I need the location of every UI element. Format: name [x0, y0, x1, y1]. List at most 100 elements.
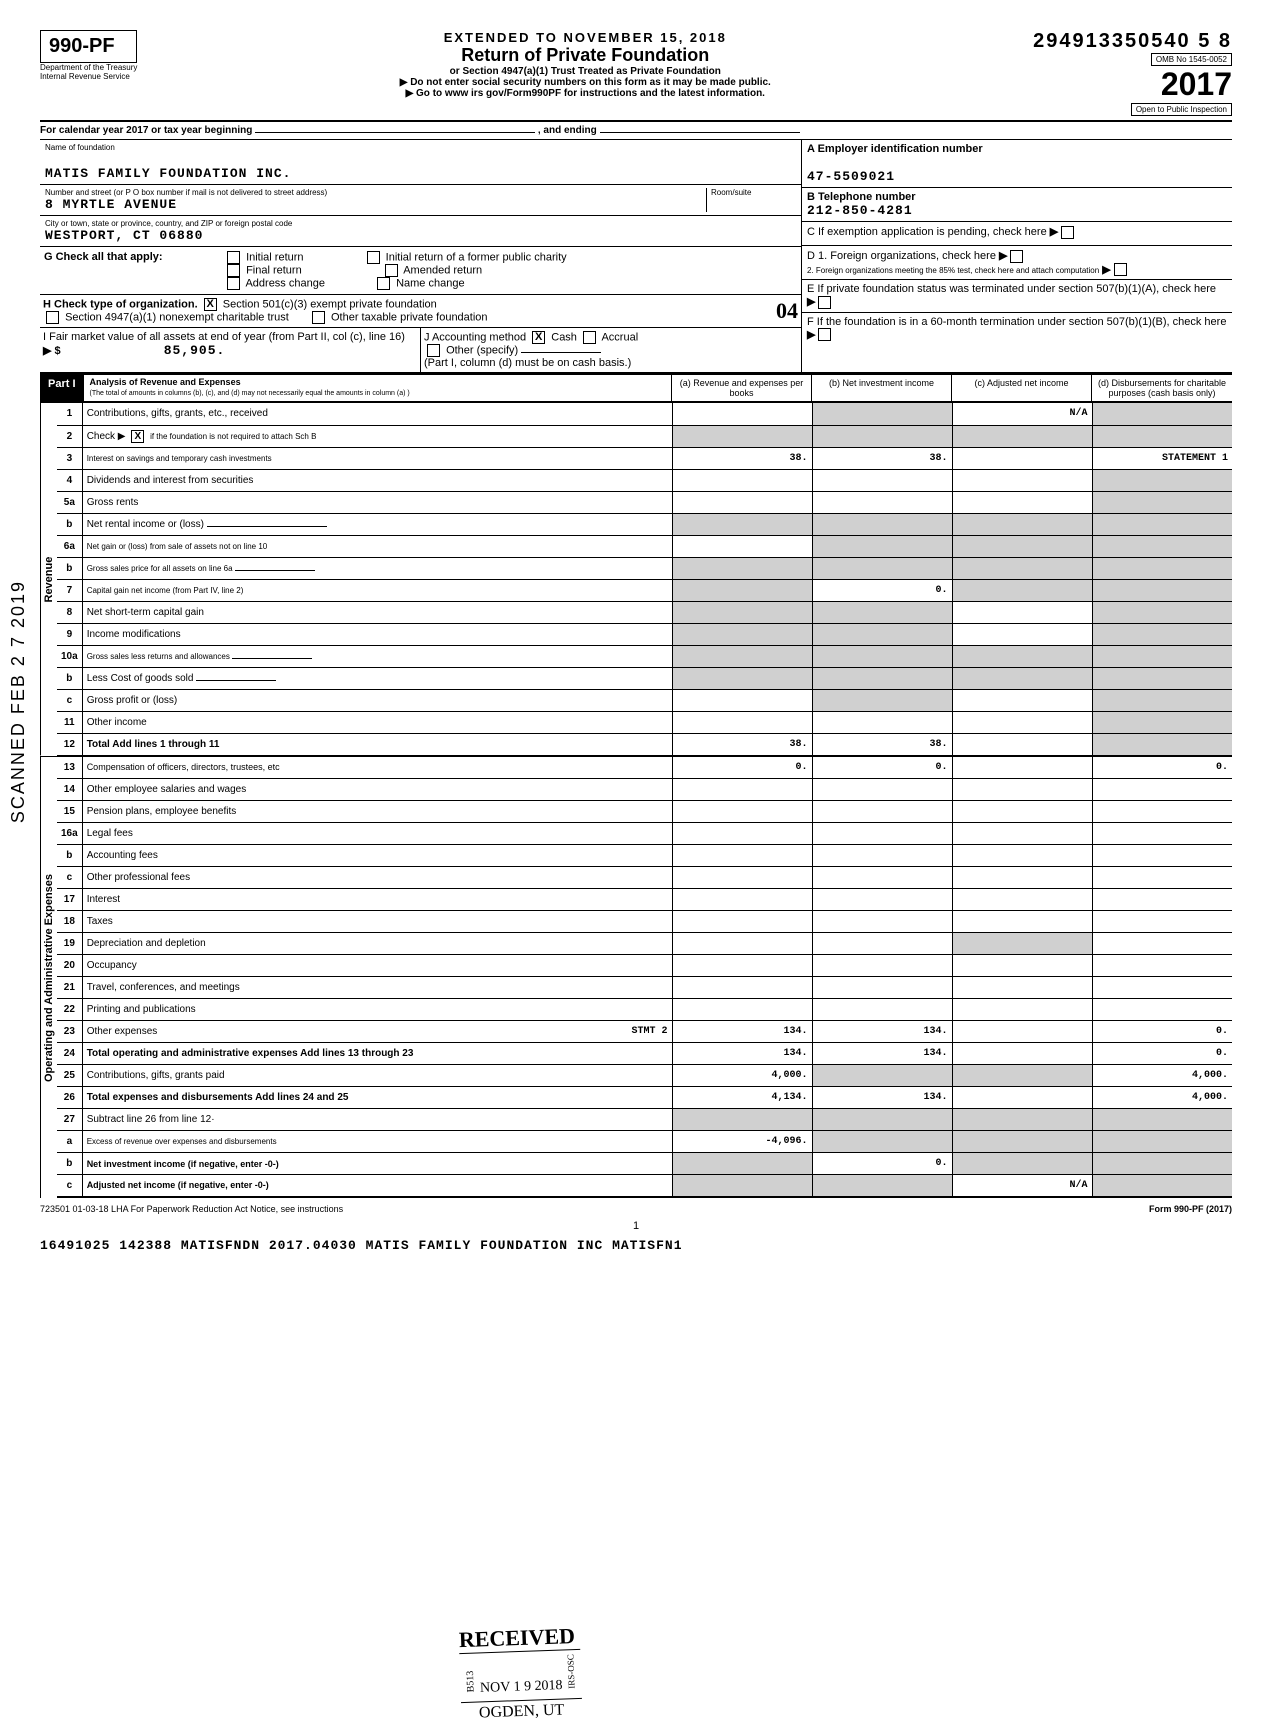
line-4: 4Dividends and interest from securities [57, 469, 1232, 491]
col-b-header: (b) Net investment income [812, 375, 952, 401]
line-5a: 5aGross rents [57, 491, 1232, 513]
line-14: 14Other employee salaries and wages [57, 779, 1232, 801]
line-21: 21Travel, conferences, and meetings [57, 977, 1232, 999]
D1-label: D 1. Foreign organizations, check here [807, 250, 996, 262]
stamp-code: B513 [465, 1670, 477, 1692]
checkbox-4947[interactable] [46, 311, 59, 324]
line-16b: bAccounting fees [57, 845, 1232, 867]
checkbox-cash[interactable] [532, 331, 545, 344]
subtitle-1: or Section 4947(a)(1) Trust Treated as P… [147, 66, 1023, 77]
expenses-table: 13Compensation of officers, directors, t… [57, 757, 1232, 1198]
line-24: 24Total operating and administrative exp… [57, 1043, 1232, 1065]
checkbox-final[interactable] [227, 264, 240, 277]
checkbox-other-method[interactable] [427, 344, 440, 357]
B-label: B Telephone number [807, 191, 1227, 203]
city-state-zip: WESTPORT, CT 06880 [45, 228, 796, 243]
part1-note: (The total of amounts in columns (b), (c… [90, 390, 410, 397]
line-16a: 16aLegal fees [57, 823, 1232, 845]
irs-label: Internal Revenue Service [40, 72, 137, 81]
checkbox-initial[interactable] [227, 251, 240, 264]
stamp-code2: IRS-OSC [565, 1654, 576, 1689]
H-label: H Check type of organization. [43, 298, 198, 310]
omb-number: OMB No 1545-0052 [1151, 53, 1232, 66]
col-c-header: (c) Adjusted net income [952, 375, 1092, 401]
line-5b: bNet rental income or (loss) [57, 513, 1232, 535]
calendar-ending: , and ending [538, 125, 597, 136]
dln-number: 294913350540 5 8 [1033, 30, 1232, 53]
G-initial: Initial return [246, 251, 303, 263]
received-stamp: RECEIVED B513 NOV 1 9 2018 IRS-OSC OGDEN… [458, 1622, 582, 1722]
handwritten-04: 04 [776, 298, 798, 324]
revenue-table: 1Contributions, gifts, grants, etc., rec… [57, 403, 1232, 756]
line-10b: bLess Cost of goods sold [57, 667, 1232, 689]
ein-value: 47-5509021 [807, 169, 1227, 184]
calendar-text: For calendar year 2017 or tax year begin… [40, 125, 252, 136]
room-label: Room/suite [711, 188, 796, 197]
checkbox-E[interactable] [818, 296, 831, 309]
subtitle-2: ▶ Do not enter social security numbers o… [147, 77, 1023, 88]
stamp-location: OGDEN, UT [461, 1697, 582, 1722]
C-label: C If exemption application is pending, c… [807, 226, 1047, 238]
revenue-section: Revenue 1Contributions, gifts, grants, e… [40, 402, 1232, 756]
name-label: Name of foundation [45, 143, 796, 152]
line-20: 20Occupancy [57, 955, 1232, 977]
checkbox-initial-former[interactable] [367, 251, 380, 264]
line-27c: cAdjusted net income (if negative, enter… [57, 1175, 1232, 1197]
checkbox-accrual[interactable] [583, 331, 596, 344]
side-revenue: Revenue [40, 403, 57, 756]
tax-year: 2017 [1033, 66, 1232, 103]
foundation-name: MATIS FAMILY FOUNDATION INC. [45, 166, 796, 181]
checkbox-amended[interactable] [385, 264, 398, 277]
part1-header: Part I Analysis of Revenue and Expenses … [40, 373, 1232, 402]
line-18: 18Taxes [57, 911, 1232, 933]
J-other: Other (specify) [446, 344, 518, 356]
line-25: 25Contributions, gifts, grants paid4,000… [57, 1065, 1232, 1087]
part1-title: Analysis of Revenue and Expenses [90, 377, 241, 387]
checkbox-501c3[interactable] [204, 298, 217, 311]
section-G: G Check all that apply: Initial return I… [40, 247, 801, 295]
checkbox-schB[interactable] [131, 430, 144, 443]
footer-form: Form 990-PF (2017) [1149, 1204, 1232, 1214]
extended-date: EXTENDED TO NOVEMBER 15, 2018 [147, 30, 1023, 45]
open-inspection: Open to Public Inspection [1131, 103, 1232, 116]
J-cash: Cash [551, 331, 577, 343]
H-opt3: Other taxable private foundation [331, 311, 488, 323]
I-fmv-value: 85,905. [164, 343, 226, 358]
identity-block: Name of foundation MATIS FAMILY FOUNDATI… [40, 140, 1232, 373]
col-a-header: (a) Revenue and expenses per books [672, 375, 812, 401]
F-label: F If the foundation is in a 60-month ter… [807, 316, 1226, 328]
line-9: 9Income modifications [57, 623, 1232, 645]
checkbox-namechange[interactable] [377, 277, 390, 290]
I-arrow: ▶ $ [43, 345, 61, 357]
H-opt2: Section 4947(a)(1) nonexempt charitable … [65, 311, 289, 323]
line-3: 3Interest on savings and temporary cash … [57, 447, 1232, 469]
year-block: 294913350540 5 8 OMB No 1545-0052 2017 O… [1033, 30, 1232, 116]
line-1: 1Contributions, gifts, grants, etc., rec… [57, 403, 1232, 425]
dept-treasury: Department of the Treasury [40, 63, 137, 72]
checkbox-D2[interactable] [1114, 263, 1127, 276]
checkbox-C[interactable] [1061, 226, 1074, 239]
part1-label: Part I [40, 375, 84, 401]
line-27b: bNet investment income (if negative, ent… [57, 1153, 1232, 1175]
line-27: 27Subtract line 26 from line 12· [57, 1109, 1232, 1131]
checkbox-address[interactable] [227, 277, 240, 290]
section-IJ: I Fair market value of all assets at end… [40, 328, 801, 372]
side-expenses: Operating and Administrative Expenses [40, 757, 57, 1198]
line-11: 11Other income [57, 711, 1232, 733]
line-15: 15Pension plans, employee benefits [57, 801, 1232, 823]
checkbox-F[interactable] [818, 328, 831, 341]
G-address: Address change [245, 277, 325, 289]
checkbox-other-taxable[interactable] [312, 311, 325, 324]
line-6a: 6aNet gain or (loss) from sale of assets… [57, 535, 1232, 557]
checkbox-D1[interactable] [1010, 250, 1023, 263]
title-block: EXTENDED TO NOVEMBER 15, 2018 Return of … [147, 30, 1023, 99]
line-16c: cOther professional fees [57, 867, 1232, 889]
line-10c: cGross profit or (loss) [57, 689, 1232, 711]
main-title: Return of Private Foundation [147, 45, 1023, 66]
calendar-year-row: For calendar year 2017 or tax year begin… [40, 122, 1232, 140]
expenses-section: Operating and Administrative Expenses 13… [40, 756, 1232, 1198]
line-26: 26Total expenses and disbursements Add l… [57, 1087, 1232, 1109]
G-label: G Check all that apply: [44, 251, 224, 290]
line-13: 13Compensation of officers, directors, t… [57, 757, 1232, 779]
E-label: E If private foundation status was termi… [807, 283, 1216, 295]
